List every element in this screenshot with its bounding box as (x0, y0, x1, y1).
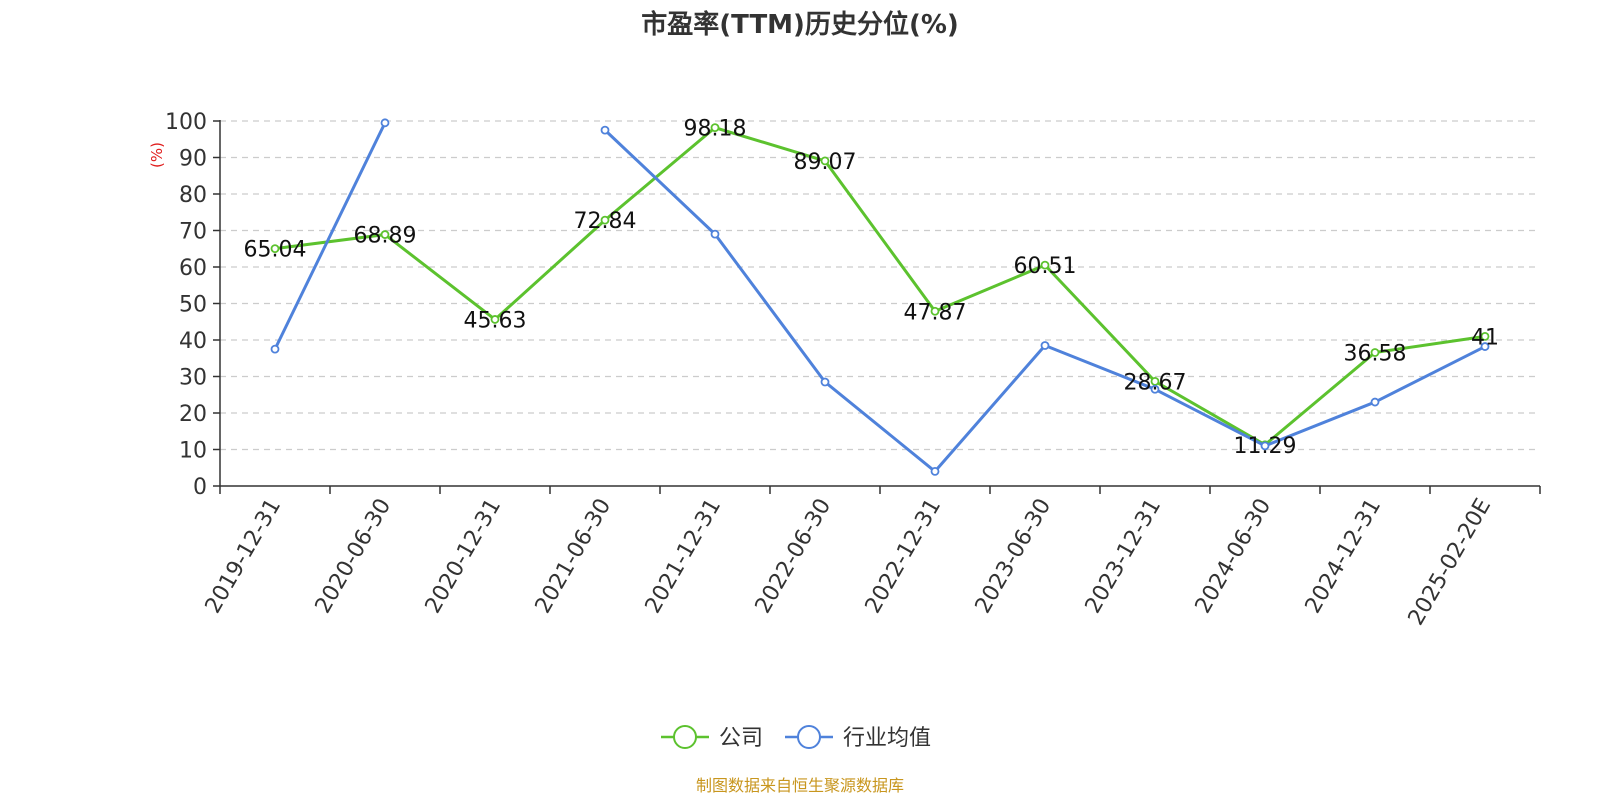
legend-marker (673, 725, 697, 749)
x-tick-label: 2020-06-30 (311, 495, 397, 618)
data-label: 65.04 (244, 238, 307, 263)
legend-label: 行业均值 (843, 726, 931, 751)
y-tick-label: 70 (179, 220, 207, 245)
data-point (270, 344, 280, 354)
data-label: 68.89 (354, 224, 417, 249)
data-point (1480, 331, 1490, 341)
y-tick-label: 10 (179, 439, 207, 464)
legend-label: 公司 (719, 726, 763, 751)
x-tick-label: 2025-02-20E (1404, 495, 1497, 630)
data-point (490, 315, 500, 324)
y-tick-label: 100 (165, 110, 207, 135)
data-label: 47.87 (904, 300, 967, 325)
data-point (270, 244, 280, 254)
x-tick-label: 2023-12-31 (1081, 495, 1167, 618)
data-point (1040, 260, 1050, 270)
data-label: 28.67 (1124, 370, 1187, 395)
x-tick-label: 2022-06-30 (751, 495, 837, 618)
data-point (820, 156, 830, 166)
data-label: 89.07 (794, 150, 857, 175)
x-tick-label: 2021-06-30 (531, 495, 617, 618)
data-point (1040, 341, 1050, 350)
data-label: 45.63 (464, 308, 527, 333)
x-tick-label: 2020-12-31 (421, 495, 507, 618)
y-tick-label: 60 (179, 256, 207, 281)
data-label: 60.51 (1014, 254, 1077, 279)
data-labels: 65.04 68.89 45.63 72.84 98.18 89.07 47.87 60.51… (244, 117, 1499, 459)
legend-item[interactable]: 公司 (661, 725, 763, 751)
data-point (930, 306, 940, 316)
data-point (1150, 384, 1160, 394)
data-point (1260, 441, 1270, 451)
data-point (380, 118, 390, 128)
data-point (380, 230, 390, 239)
data-label: 11.29 (1234, 434, 1297, 459)
y-tick-label: 50 (179, 293, 207, 318)
x-tick-label: 2024-06-30 (1191, 495, 1277, 618)
series-line (274, 126, 1486, 447)
x-tick-label: 2021-12-31 (641, 495, 727, 618)
legend[interactable]: 公司 行业均值 (661, 725, 931, 751)
data-point (710, 123, 720, 133)
x-tick-label: 2024-12-31 (1301, 495, 1387, 618)
data-label: 36.58 (1344, 341, 1407, 366)
series-2 (270, 118, 1490, 476)
y-tick-label: 0 (193, 475, 207, 500)
x-tick-label: 2023-06-30 (971, 495, 1057, 618)
y-tick-label: 20 (179, 402, 207, 427)
data-label: 41 (1471, 325, 1499, 350)
x-tick-label: 2019-12-31 (201, 495, 287, 618)
y-axis-label: (%) (148, 142, 166, 168)
source-note: 制图数据来自恒生聚源数据库 (696, 776, 904, 795)
data-point (600, 215, 610, 225)
data-point (600, 125, 610, 135)
y-tick-label: 80 (179, 183, 207, 208)
legend-item[interactable]: 行业均值 (785, 725, 931, 751)
legend-marker (797, 725, 821, 749)
axes: 0 10 20 30 40 50 60 70 80 90 100 2019-12-31 2020-06-… (165, 110, 1541, 630)
data-point (1370, 348, 1380, 357)
data-point (820, 377, 830, 387)
chart-title: 市盈率(TTM)历史分位(%) (641, 9, 959, 40)
x-tick-label: 2022-12-31 (861, 495, 947, 618)
data-point (1150, 376, 1160, 386)
series (270, 118, 1490, 476)
grid-lines (220, 120, 1540, 451)
data-point (710, 229, 720, 239)
series-1 (270, 123, 1490, 450)
y-tick-label: 30 (179, 366, 207, 391)
series-line (273, 122, 387, 350)
data-label: 72.84 (574, 209, 637, 234)
y-tick-label: 40 (179, 329, 207, 354)
data-label: 98.18 (684, 117, 747, 142)
data-point (930, 466, 940, 476)
series-line (603, 129, 1486, 473)
y-tick-label: 90 (179, 147, 207, 172)
data-point (1480, 342, 1490, 351)
data-point (1370, 397, 1380, 407)
